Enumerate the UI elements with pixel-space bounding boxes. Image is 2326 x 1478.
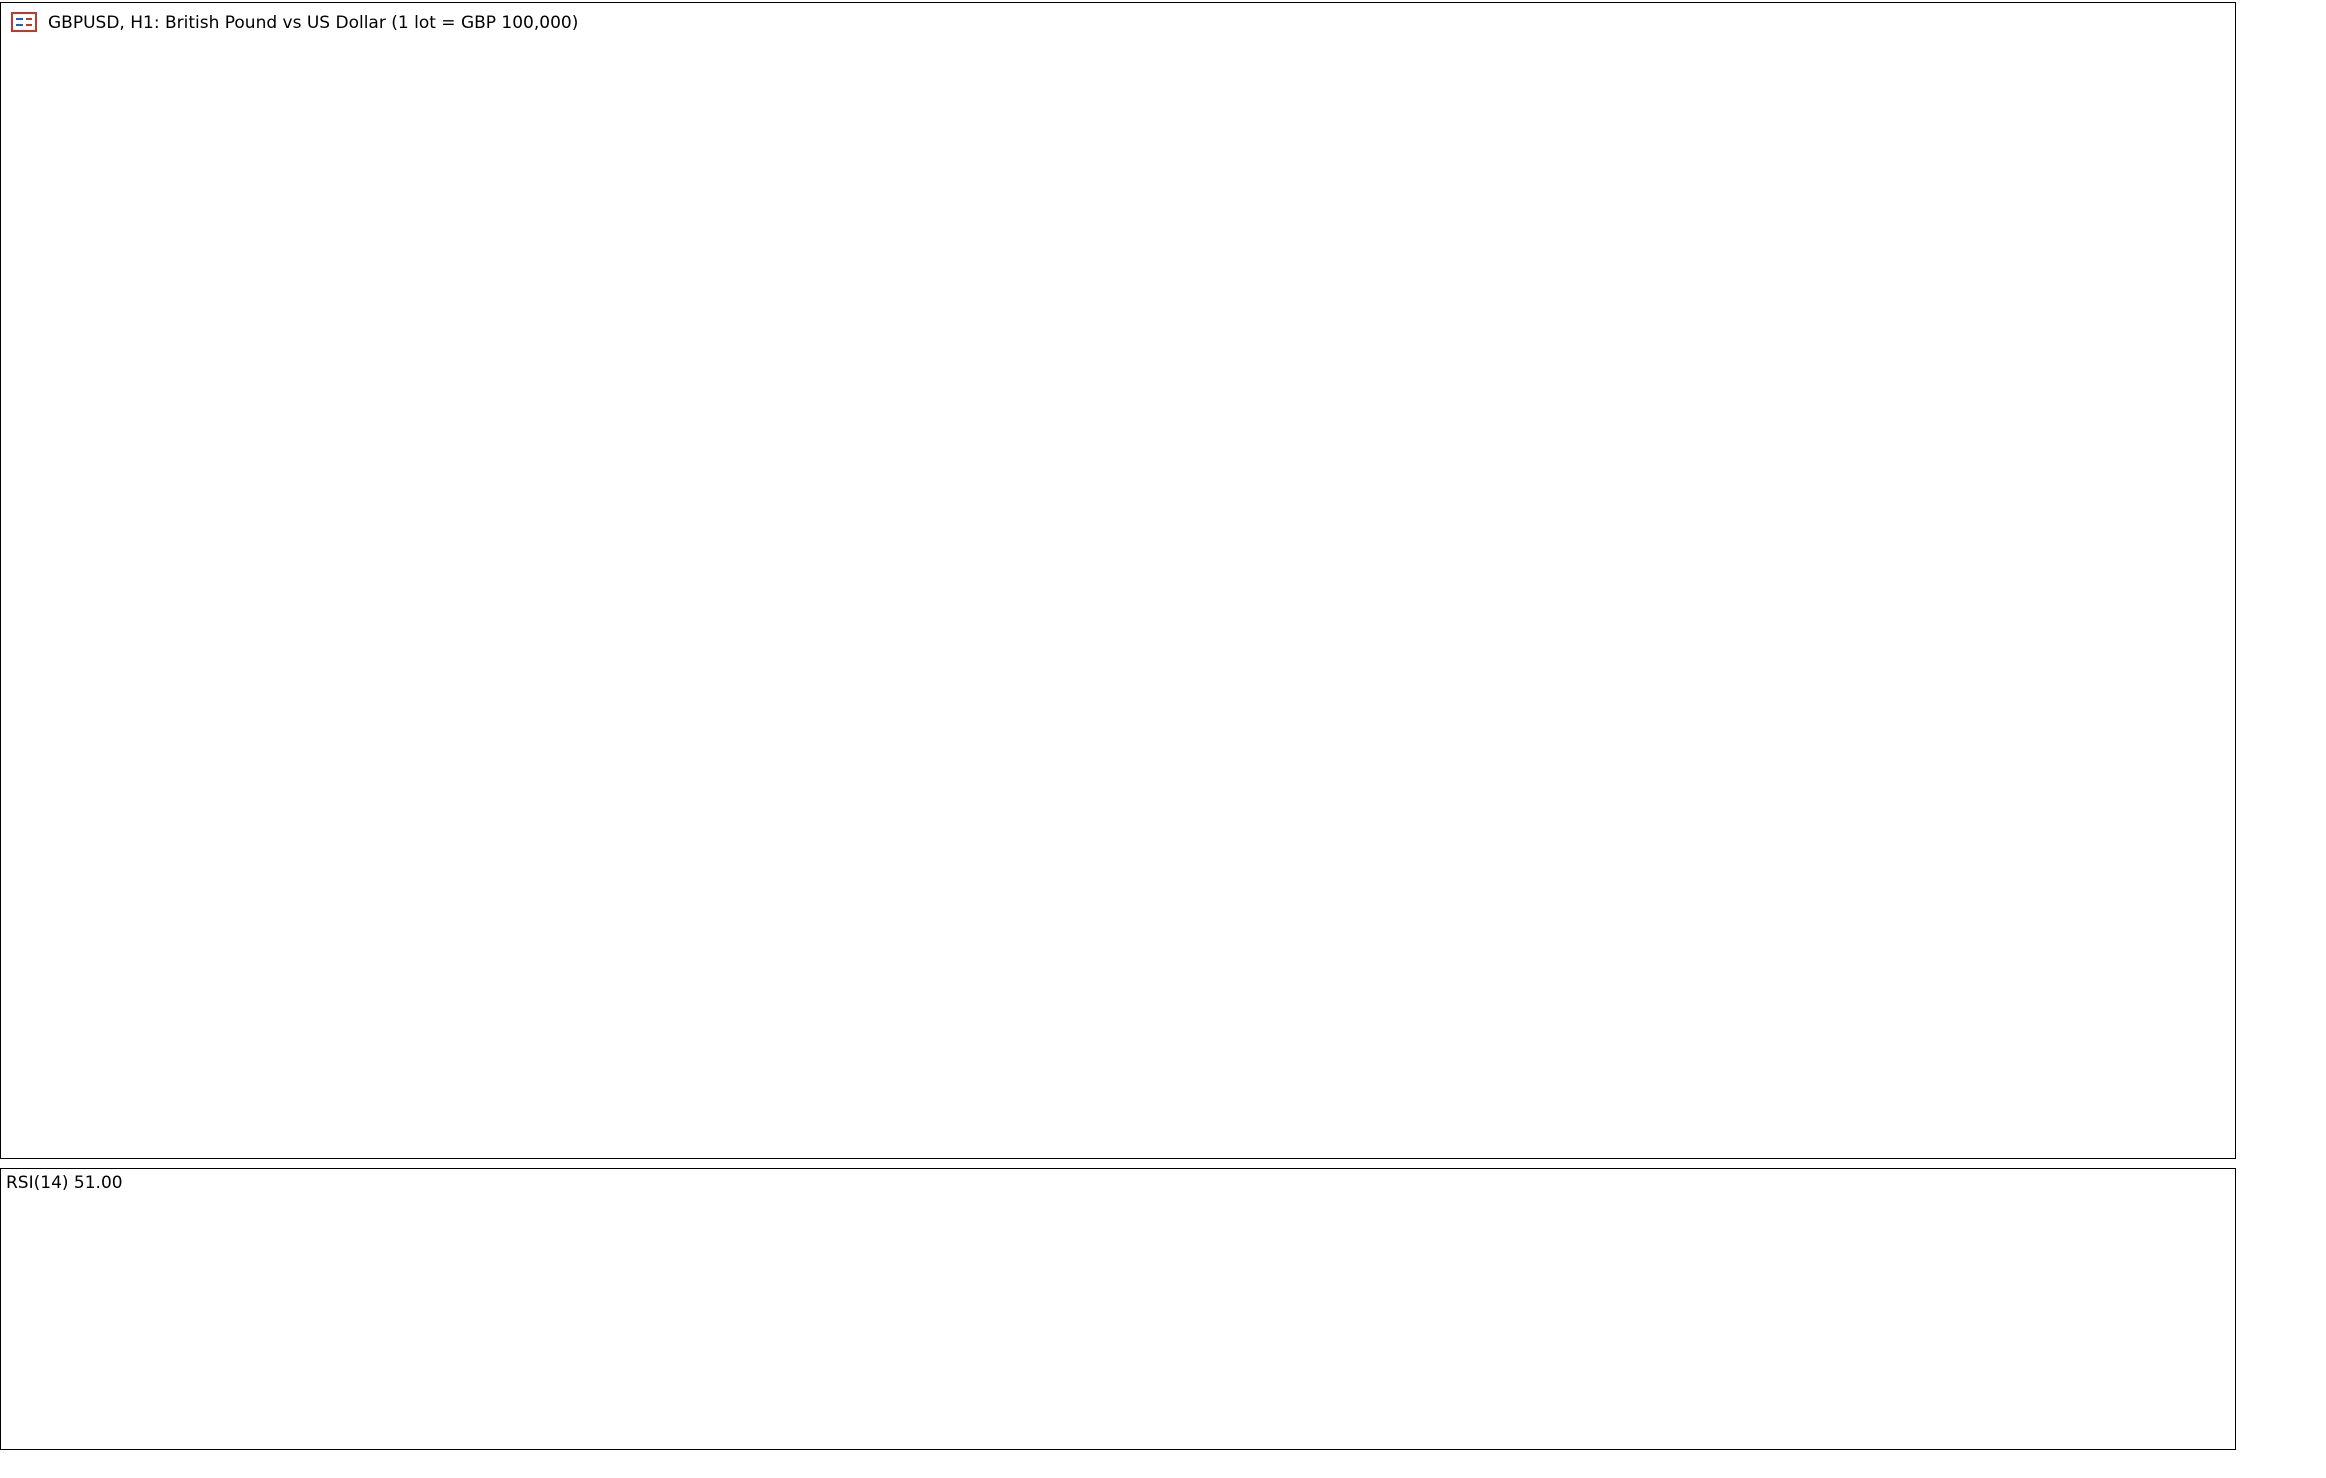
main-pane-frame [0, 2, 2236, 1159]
symbol-icon [11, 12, 37, 32]
rsi-pane-frame [0, 1168, 2236, 1450]
rsi-title: RSI(14) 51.00 [6, 1173, 123, 1193]
chart-title: GBPUSD, H1: British Pound vs US Dollar (… [48, 13, 578, 33]
